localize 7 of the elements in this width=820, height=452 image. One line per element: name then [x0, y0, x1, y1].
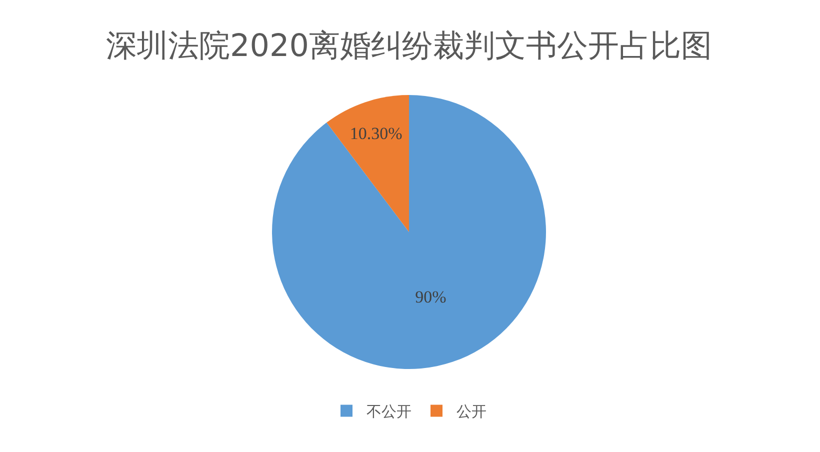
data-label: 10.30%	[350, 124, 402, 143]
pie-slice	[326, 95, 409, 232]
pie-slice	[272, 95, 546, 369]
data-label: 90%	[415, 287, 446, 306]
legend-label: 公开	[456, 402, 486, 421]
legend-label: 不公开	[366, 402, 412, 421]
chart-title: 深圳法院2020离婚纠纷裁判文书公开占比图	[106, 28, 712, 64]
